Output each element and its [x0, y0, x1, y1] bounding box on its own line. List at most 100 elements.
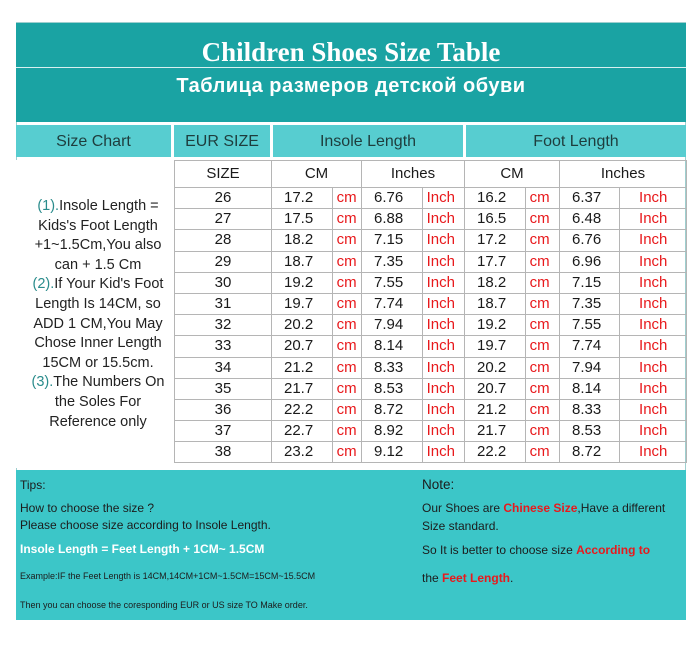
cm-unit: cm	[331, 335, 363, 358]
inch-unit: Inch	[619, 420, 687, 443]
cm-unit: cm	[524, 208, 561, 231]
inch-unit: Inch	[619, 271, 687, 294]
foot-cm-value: 19.2	[464, 314, 526, 337]
cm-unit: cm	[524, 250, 561, 273]
inch-unit: Inch	[421, 186, 466, 210]
table-row: 36 22.2 cm 8.72 Inch 21.2 cm 8.33 Inch	[174, 398, 687, 422]
foot-cm-value: 16.2	[464, 186, 526, 210]
inch-unit: Inch	[421, 271, 466, 294]
insole-cm-value: 22.2	[271, 398, 333, 422]
foot-inches-value: 7.35	[558, 292, 621, 316]
note-label: Note:	[422, 477, 455, 492]
inch-unit: Inch	[421, 292, 466, 316]
insole-inches-value: 7.74	[361, 292, 423, 316]
inch-unit: Inch	[619, 398, 687, 422]
foot-cm-value: 17.7	[464, 250, 526, 273]
insole-cm-value: 19.2	[271, 271, 333, 294]
inch-unit: Inch	[421, 250, 466, 273]
note-line-2: Size standard.	[422, 519, 499, 533]
insole-cm-value: 21.2	[271, 356, 333, 379]
eur-size-header: EUR SIZE	[174, 125, 270, 157]
foot-inches-value: 8.33	[558, 398, 621, 422]
cm-unit: cm	[524, 335, 561, 358]
inch-unit: Inch	[421, 335, 466, 358]
size-cell: 27	[174, 208, 272, 231]
insole-cm-value: 18.2	[271, 229, 333, 252]
cm-unit: cm	[524, 398, 561, 422]
cm-unit: cm	[331, 292, 363, 316]
foot-cm-subheader: CM	[464, 160, 560, 188]
table-row: 37 22.7 cm 8.92 Inch 21.7 cm 8.53 Inch	[174, 420, 687, 443]
foot-inches-value: 8.14	[558, 377, 621, 400]
cm-unit: cm	[524, 229, 561, 252]
insole-inches-subheader: Inches	[361, 160, 465, 188]
note-3-text: The Numbers On the Soles For Reference o…	[49, 374, 165, 430]
cm-unit: cm	[524, 292, 561, 316]
note-line-4-a: the	[422, 571, 443, 585]
inch-unit: Inch	[421, 377, 466, 400]
insole-cm-value: 23.2	[271, 441, 333, 464]
foot-inches-value: 6.48	[558, 208, 621, 231]
page-subtitle: Таблица размеров детской обуви	[16, 68, 686, 122]
table-row: 29 18.7 cm 7.35 Inch 17.7 cm 6.96 Inch	[174, 250, 687, 273]
insole-inches-value: 8.33	[361, 356, 423, 379]
table-row: 27 17.5 cm 6.88 Inch 16.5 cm 6.48 Inch	[174, 208, 687, 231]
foot-inches-subheader: Inches	[559, 160, 687, 188]
inch-unit: Inch	[619, 335, 687, 358]
insole-inches-value: 9.12	[361, 441, 423, 464]
tips-then: Then you can choose the coresponding EUR…	[20, 600, 308, 610]
note-according-to: According to	[576, 543, 651, 557]
table-row: 34 21.2 cm 8.33 Inch 20.2 cm 7.94 Inch	[174, 356, 687, 379]
inch-unit: Inch	[421, 208, 466, 231]
size-cell: 35	[174, 377, 272, 400]
insole-inches-value: 6.88	[361, 208, 423, 231]
size-subheader: SIZE	[174, 160, 272, 188]
foot-inches-value: 7.15	[558, 271, 621, 294]
insole-cm-value: 22.7	[271, 420, 333, 443]
foot-inches-value: 8.53	[558, 420, 621, 443]
cm-unit: cm	[524, 271, 561, 294]
note-line-1-a: Our Shoes are	[422, 501, 504, 515]
cm-unit: cm	[524, 377, 561, 400]
cm-unit: cm	[331, 377, 363, 400]
inch-unit: Inch	[619, 356, 687, 379]
inch-unit: Inch	[619, 250, 687, 273]
inch-unit: Inch	[619, 314, 687, 337]
inch-unit: Inch	[619, 292, 687, 316]
size-cell: 31	[174, 292, 272, 316]
note-line-4: the Feet Length.	[422, 571, 513, 585]
inch-unit: Inch	[421, 420, 466, 443]
insole-inches-value: 8.14	[361, 335, 423, 358]
foot-cm-value: 17.2	[464, 229, 526, 252]
table-row: 26 17.2 cm 6.76 Inch 16.2 cm 6.37 Inch	[174, 186, 687, 210]
insole-cm-value: 21.7	[271, 377, 333, 400]
cm-unit: cm	[331, 271, 363, 294]
table-row: 33 20.7 cm 8.14 Inch 19.7 cm 7.74 Inch	[174, 335, 687, 358]
page-title: Children Shoes Size Table	[16, 23, 686, 68]
size-cell: 28	[174, 229, 272, 252]
tips-label: Tips:	[20, 478, 46, 492]
note-line-1: Our Shoes are Chinese Size,Have a differ…	[422, 501, 665, 515]
table-row: 32 20.2 cm 7.94 Inch 19.2 cm 7.55 Inch	[174, 314, 687, 337]
insole-inches-value: 6.76	[361, 186, 423, 210]
cm-unit: cm	[524, 356, 561, 379]
table-row: 30 19.2 cm 7.55 Inch 18.2 cm 7.15 Inch	[174, 271, 687, 294]
insole-inches-value: 8.72	[361, 398, 423, 422]
foot-cm-value: 16.5	[464, 208, 526, 231]
note-chinese-size: Chinese Size	[503, 501, 578, 515]
note-2-text: If Your Kid's Foot Length Is 14CM, so AD…	[33, 276, 164, 371]
foot-cm-value: 19.7	[464, 335, 526, 358]
foot-inches-value: 8.72	[558, 441, 621, 464]
note-1-text: Insole Length = Kids's Foot Length +1~1.…	[34, 198, 162, 273]
size-table: SIZE CM Inches CM Inches 26 17.2 cm 6.76 Inc…	[174, 160, 687, 464]
insole-length-header: Insole Length	[273, 125, 463, 157]
size-cell: 38	[174, 441, 272, 464]
note-feet-length: Feet Length	[442, 571, 511, 585]
note-3-number: (3).	[31, 374, 54, 391]
foot-cm-value: 21.7	[464, 420, 526, 443]
cm-unit: cm	[331, 186, 363, 210]
insole-cm-value: 20.2	[271, 314, 333, 337]
insole-inches-value: 7.35	[361, 250, 423, 273]
inch-unit: Inch	[421, 441, 466, 464]
table-row: 35 21.7 cm 8.53 Inch 20.7 cm 8.14 Inch	[174, 377, 687, 400]
